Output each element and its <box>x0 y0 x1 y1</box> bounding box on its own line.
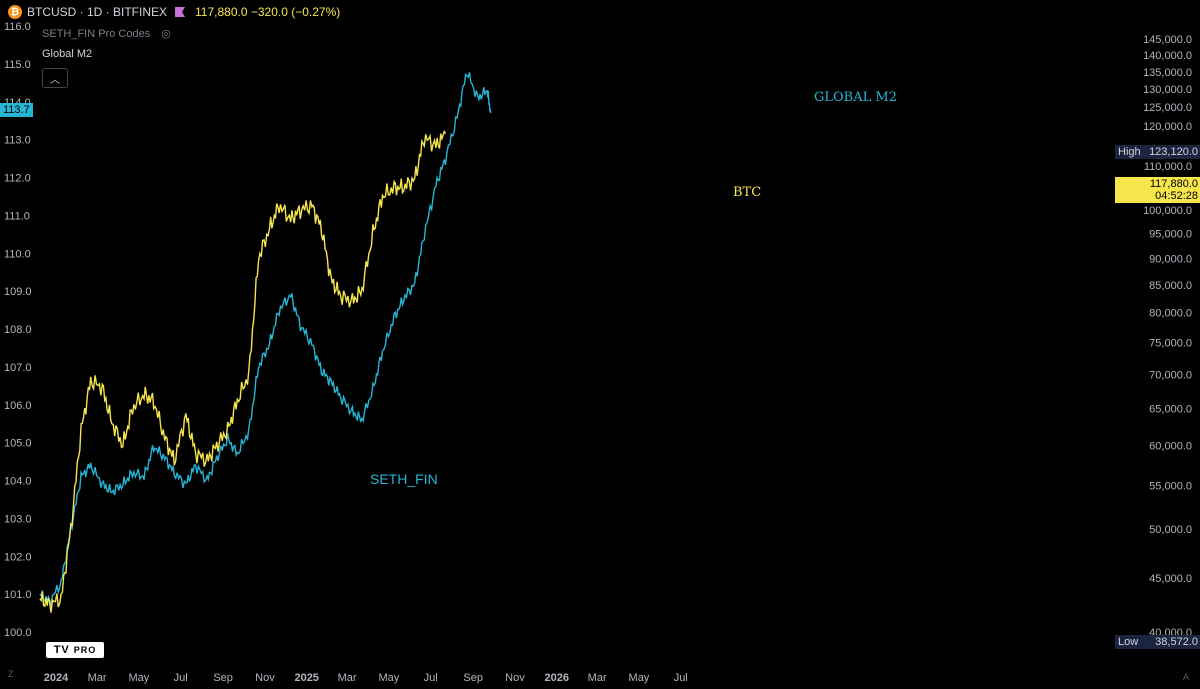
low-value: 38,572.0 <box>1155 636 1198 648</box>
x-tick-label: 2026 <box>544 672 568 684</box>
x-tick-label: May <box>629 672 650 684</box>
btc-label: BTC <box>733 185 761 200</box>
global-m2-label: GLOBAL M2 <box>814 90 897 105</box>
x-tick-label: Jul <box>174 672 188 684</box>
left-tick-label: 110.0 <box>4 248 31 260</box>
x-tick-label: Mar <box>88 672 107 684</box>
right-tick-label: 90,000.0 <box>1149 254 1192 266</box>
left-tick-label: 116.0 <box>4 21 31 33</box>
right-tick-label: 130,000.0 <box>1143 84 1192 96</box>
x-tick-label: Mar <box>338 672 357 684</box>
chart-annotations: GLOBAL M2 BTC SETH_FIN <box>370 90 897 487</box>
left-tick-label: 105.0 <box>4 438 32 450</box>
price-change: 117,880.0 −320.0 (−0.27%) <box>195 5 341 19</box>
left-tick-label: 111.0 <box>4 210 30 222</box>
collapse-indicators-button[interactable]: ︿ <box>42 68 68 88</box>
right-tick-label: 75,000.0 <box>1149 337 1192 349</box>
left-tick-label: 103.0 <box>4 513 32 525</box>
x-tick-label: 2025 <box>294 672 318 684</box>
right-tick-label: 120,000.0 <box>1143 121 1192 133</box>
flag-icon[interactable] <box>175 7 186 17</box>
indicator-name[interactable]: Global M2 <box>42 48 93 60</box>
x-tick-label: May <box>128 672 149 684</box>
low-label: Low <box>1118 636 1139 648</box>
right-tick-label: 70,000.0 <box>1149 369 1192 381</box>
right-tick-label: 95,000.0 <box>1149 229 1192 241</box>
auto-scale-button[interactable]: A <box>1183 672 1190 682</box>
x-tick-label: Sep <box>463 672 483 684</box>
left-tick-label: 101.0 <box>4 589 32 601</box>
right-tick-label: 135,000.0 <box>1143 67 1192 79</box>
tv-logo-mark: TV <box>53 644 70 656</box>
symbol-header[interactable]: ₿ BTCUSD · 1D · BITFINEX 117,880.0 −320.… <box>8 5 340 19</box>
low-tag: Low 38,572.0 <box>1115 635 1200 649</box>
tradingview-logo[interactable]: TV PRO <box>46 642 104 658</box>
high-label: High <box>1118 146 1141 158</box>
high-value: 123,120.0 <box>1149 146 1198 158</box>
last-price-value: 117,880.0 <box>1149 178 1198 190</box>
eye-hidden-icon[interactable]: ◎ <box>161 28 171 40</box>
x-tick-label: Jul <box>674 672 688 684</box>
high-tag: High 123,120.0 <box>1115 145 1200 159</box>
x-tick-label: 2024 <box>44 672 69 684</box>
left-tick-label: 112.0 <box>4 173 31 185</box>
left-tick-label: 115.0 <box>4 59 31 71</box>
zoom-corner-button[interactable]: Z <box>8 669 14 679</box>
left-tick-label: 108.0 <box>4 324 32 336</box>
right-tick-label: 50,000.0 <box>1149 524 1192 536</box>
right-tick-label: 100,000.0 <box>1143 205 1192 217</box>
x-tick-label: Nov <box>255 672 275 684</box>
x-tick-label: Jul <box>424 672 438 684</box>
left-tick-label: 107.0 <box>4 362 32 374</box>
last-price-tag: 117,880.0 04:52:28 <box>1115 177 1200 203</box>
indicator-author-label: SETH_FIN Pro Codes <box>42 28 151 40</box>
right-tick-label: 45,000.0 <box>1149 573 1192 585</box>
x-tick-label: Mar <box>588 672 607 684</box>
left-tick-label: 106.0 <box>4 400 32 412</box>
right-tick-label: 80,000.0 <box>1149 308 1192 320</box>
right-tick-label: 60,000.0 <box>1149 440 1192 452</box>
right-tick-label: 110,000.0 <box>1144 161 1192 173</box>
time-axis[interactable]: 2024 Mar May Jul Sep Nov 2025 Mar May Jul Sep Nov 20… <box>44 672 688 684</box>
right-tick-label: 145,000.0 <box>1143 34 1192 46</box>
left-tick-label: 102.0 <box>4 551 32 563</box>
left-axis: 116.0115.0114.0113.0112.0111.0110.0109.0… <box>4 21 32 639</box>
x-tick-label: Sep <box>213 672 233 684</box>
right-tick-label: 140,000.0 <box>1143 50 1192 62</box>
left-tick-label: 104.0 <box>4 476 32 488</box>
right-tick-label: 85,000.0 <box>1149 280 1192 292</box>
bar-countdown: 04:52:28 <box>1155 190 1198 202</box>
m2-last-value-tag: 113.7 <box>0 103 33 117</box>
right-tick-label: 55,000.0 <box>1149 480 1192 492</box>
x-tick-label: Nov <box>505 672 525 684</box>
global-m2-series-line <box>39 72 492 606</box>
symbol-title[interactable]: BTCUSD · 1D · BITFINEX <box>27 5 168 19</box>
x-tick-label: May <box>379 672 400 684</box>
right-tick-label: 125,000.0 <box>1143 102 1192 114</box>
left-tick-label: 109.0 <box>4 286 32 298</box>
right-price-axis[interactable]: 145,000.0 140,000.0 135,000.0 130,000.0 125,… <box>1143 34 1192 689</box>
left-tick-label: 100.0 <box>4 627 32 639</box>
right-tick-label: 65,000.0 <box>1149 403 1192 415</box>
left-tick-label: 113.0 <box>4 135 31 147</box>
chevron-up-icon: ︿ <box>50 74 60 86</box>
indicator-author[interactable]: SETH_FIN Pro Codes ◎ <box>42 27 171 40</box>
logo-pro-label: PRO <box>73 645 97 655</box>
watermark-label: SETH_FIN <box>370 471 438 487</box>
bitcoin-icon: ₿ <box>8 5 22 19</box>
btc-series-line <box>39 129 447 613</box>
